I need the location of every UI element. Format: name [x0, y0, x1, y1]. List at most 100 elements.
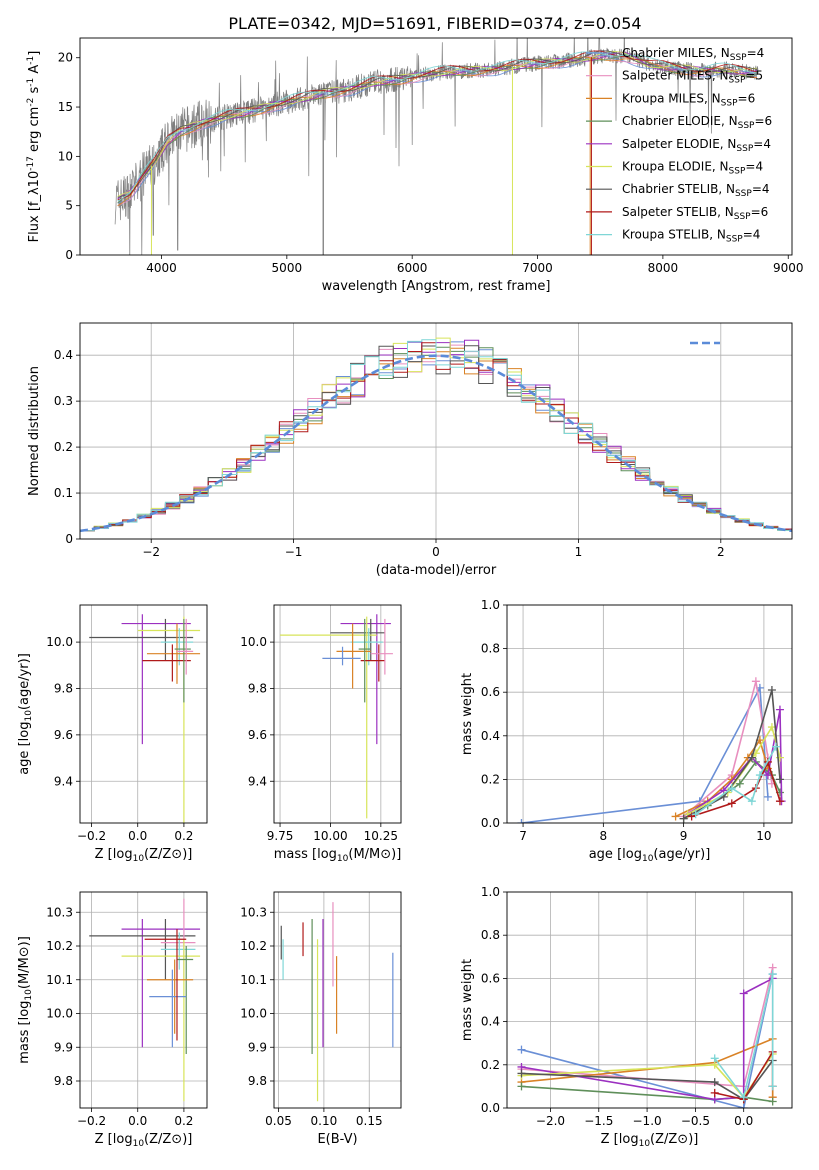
mass-vs-metallicity-panel: −0.2 0.0 0.2 9.8 9.9 10.0 10.1 10.2 10.3 Z [log10… — [17, 891, 208, 1149]
axes-frame — [506, 891, 793, 1109]
x-axis-label: mass [log10(M/M⊙)] — [274, 847, 402, 864]
y-tick-label: 1.0 — [481, 598, 500, 612]
model-line-krou_elodie — [117, 51, 757, 197]
axes-frame — [506, 604, 793, 824]
x-axis-label: wavelength [Angstrom, rest frame] — [322, 279, 551, 294]
model-line-krou_miles — [117, 56, 757, 207]
y-tick-label: 0.0 — [481, 816, 500, 830]
weight-marker-chab_miles — [517, 1045, 526, 1054]
x-tick-label: 7000 — [522, 261, 553, 275]
y-tick-label: 0.3 — [54, 394, 73, 408]
y-tick-label: 10.3 — [240, 905, 267, 919]
grid — [80, 892, 207, 1108]
y-tick-label: 9.6 — [54, 728, 73, 742]
weight-marker-krou_miles — [671, 812, 680, 821]
weight-marker-krou_stelib — [739, 1093, 748, 1102]
x-tick-label: 1 — [575, 545, 583, 559]
x-tick-label: −0.5 — [681, 1114, 710, 1128]
model-line-salp_elodie — [117, 51, 758, 200]
weight-marker-chab_miles — [763, 792, 772, 801]
x-tick-label: 9.75 — [267, 829, 294, 843]
weight-marker-chab_stelib — [710, 1078, 719, 1087]
mass-vs-extinction-panel: 0.05 0.10 0.15 9.8 9.9 10.0 10.1 10.2 10.3 E(B-V) — [240, 891, 402, 1147]
x-tick-label: 0.15 — [356, 1114, 383, 1128]
weight-marker-krou_stelib — [768, 1082, 777, 1091]
x-tick-label: 9000 — [773, 261, 804, 275]
weight-marker-krou_stelib — [768, 970, 777, 979]
weight-marker-krou_stelib — [727, 784, 736, 793]
axes-frame — [273, 604, 402, 824]
y-axis-label: Normed distribution — [27, 366, 42, 496]
y-tick-label: 0.4 — [481, 1015, 500, 1029]
x-axis-label: Z [log10(Z/Z⊙)] — [601, 1132, 699, 1149]
y-tick-label: 10.1 — [240, 973, 267, 987]
weight-marker-salp_elodie — [763, 771, 772, 780]
y-tick-label: 9.6 — [248, 728, 267, 742]
y-tick-label: 0.2 — [481, 772, 500, 786]
x-tick-label: 6000 — [397, 261, 428, 275]
spectrum-panel: 4000 5000 6000 7000 8000 9000 0 5 10 15 20 waveleng… — [26, 37, 804, 294]
x-tick-label: 0.2 — [174, 829, 193, 843]
weight-marker-chab_miles — [739, 1104, 748, 1108]
x-axis-label: E(B-V) — [317, 1132, 357, 1147]
weight-marker-krou_stelib — [710, 1054, 719, 1063]
axes-frame — [79, 604, 208, 824]
y-tick-label: 0.2 — [54, 440, 73, 454]
y-tick-label: 10.2 — [240, 939, 267, 953]
x-tick-label: −2.0 — [536, 1114, 565, 1128]
weight-marker-krou_stelib — [755, 771, 764, 780]
y-tick-label: 0.6 — [481, 685, 500, 699]
x-tick-label: 0 — [432, 545, 440, 559]
x-tick-label: 5000 — [272, 261, 303, 275]
y-axis-label: mass weight — [460, 673, 475, 755]
y-tick-label: 10.1 — [46, 973, 73, 987]
y-tick-label: 9.9 — [248, 1040, 267, 1054]
weight-marker-salp_stelib — [710, 1088, 719, 1097]
plot-area — [517, 677, 786, 823]
x-tick-label: −0.2 — [77, 829, 106, 843]
plot-area — [517, 963, 777, 1108]
x-tick-label: 8000 — [648, 261, 679, 275]
weight-line-krou_stelib — [714, 973, 774, 1100]
residual-histogram-panel: −2 −1 0 1 2 0 0.1 0.2 0.3 0.4 (data-model)/error No… — [27, 322, 793, 578]
y-tick-label: 10.0 — [46, 1007, 73, 1021]
normal-reference-curve — [80, 354, 792, 533]
y-tick-label: 9.4 — [54, 774, 73, 788]
y-tick-label: 0.4 — [481, 729, 500, 743]
x-tick-label: 4000 — [146, 261, 177, 275]
massweight-vs-metallicity-panel: −2.0 −1.5 −1.0 −0.5 0.0 0.0 0.2 0.4 0.6 0.8 1.0 Z [… — [460, 885, 793, 1149]
x-tick-label: 9 — [680, 829, 688, 843]
plot-area — [280, 614, 393, 819]
weight-line-chab_stelib — [521, 1060, 774, 1101]
weight-marker-chab_stelib — [517, 1069, 526, 1078]
plot-area — [89, 898, 201, 1102]
y-tick-label: 9.4 — [248, 774, 267, 788]
weight-marker-chab_stelib — [679, 814, 688, 823]
x-tick-label: 2 — [717, 545, 725, 559]
y-tick-label: 9.8 — [248, 1074, 267, 1088]
y-tick-label: 10 — [58, 149, 73, 163]
x-axis-label: Z [log10(Z/Z⊙)] — [95, 1132, 193, 1149]
weight-marker-salp_elodie — [739, 989, 748, 998]
weight-marker-salp_stelib — [727, 799, 736, 808]
x-tick-label: −1.5 — [584, 1114, 613, 1128]
y-axis-label: age [log10(age/yr)] — [17, 653, 34, 775]
model-line-chab_miles — [117, 55, 758, 204]
y-tick-label: 0.1 — [54, 486, 73, 500]
weight-marker-chab_stelib — [767, 686, 776, 695]
y-tick-label: 9.8 — [54, 681, 73, 695]
massweight-vs-age-panel: 7 8 9 10 0.0 0.2 0.4 0.6 0.8 1.0 age [log10(age/yr… — [460, 598, 793, 864]
axes-frame — [79, 37, 793, 256]
y-tick-label: 1.0 — [481, 885, 500, 899]
x-tick-label: −2 — [142, 545, 160, 559]
y-tick-label: 0.4 — [54, 348, 73, 362]
plot-area — [80, 337, 792, 533]
y-tick-label: 0 — [65, 532, 73, 546]
x-tick-label: −1 — [285, 545, 303, 559]
grid — [507, 604, 792, 824]
plot-area — [114, 38, 759, 255]
x-tick-label: 0.0 — [734, 1114, 753, 1128]
weight-line-salp_elodie — [687, 709, 783, 815]
model-line-krou_stelib — [117, 51, 757, 202]
